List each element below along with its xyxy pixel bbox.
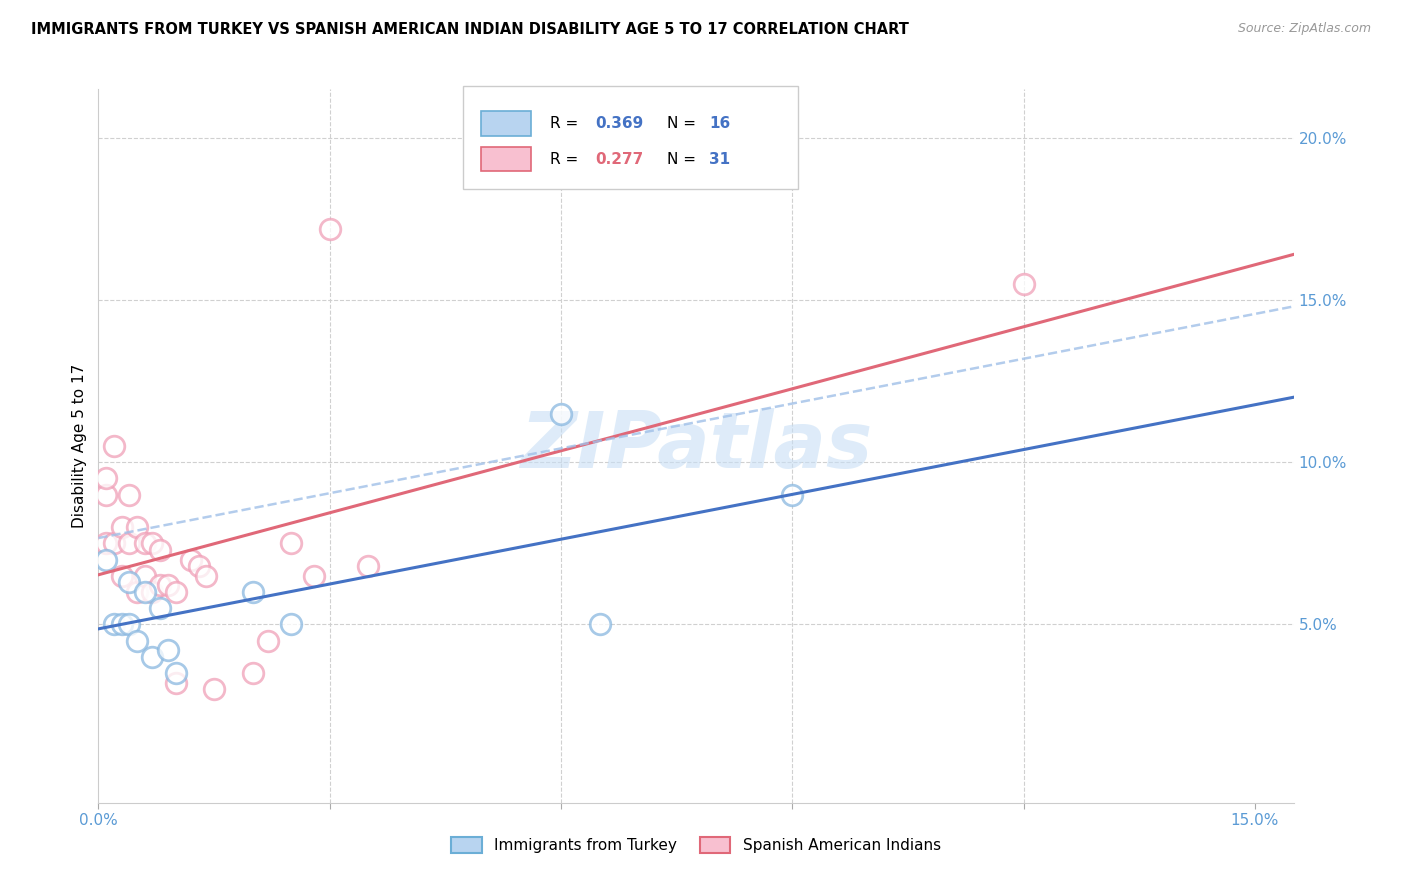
- Point: [141, 536, 163, 550]
- Point: [242, 585, 264, 599]
- Text: 16: 16: [709, 116, 730, 131]
- Text: 0.369: 0.369: [596, 116, 644, 131]
- Point: [357, 559, 380, 574]
- Point: [134, 568, 156, 582]
- Text: 0.277: 0.277: [596, 152, 644, 167]
- Point: [550, 407, 572, 421]
- Text: ZIPatlas: ZIPatlas: [520, 408, 872, 484]
- Text: N =: N =: [668, 152, 702, 167]
- Point: [103, 617, 125, 632]
- Point: [94, 552, 117, 566]
- FancyBboxPatch shape: [463, 86, 797, 189]
- Point: [94, 536, 117, 550]
- Text: 31: 31: [709, 152, 730, 167]
- Point: [110, 568, 132, 582]
- Point: [103, 439, 125, 453]
- Point: [125, 633, 148, 648]
- Legend: Immigrants from Turkey, Spanish American Indians: Immigrants from Turkey, Spanish American…: [446, 831, 946, 859]
- Point: [782, 488, 804, 502]
- Text: IMMIGRANTS FROM TURKEY VS SPANISH AMERICAN INDIAN DISABILITY AGE 5 TO 17 CORRELA: IMMIGRANTS FROM TURKEY VS SPANISH AMERIC…: [31, 22, 908, 37]
- FancyBboxPatch shape: [481, 112, 531, 136]
- Point: [141, 649, 163, 664]
- Point: [180, 552, 202, 566]
- FancyBboxPatch shape: [481, 147, 531, 171]
- Point: [149, 542, 172, 557]
- Point: [141, 585, 163, 599]
- Text: N =: N =: [668, 116, 702, 131]
- Text: R =: R =: [550, 152, 583, 167]
- Point: [125, 585, 148, 599]
- Point: [1012, 277, 1035, 291]
- Point: [110, 520, 132, 534]
- Point: [103, 536, 125, 550]
- Point: [165, 666, 187, 681]
- Point: [156, 578, 179, 592]
- Point: [165, 585, 187, 599]
- Text: Source: ZipAtlas.com: Source: ZipAtlas.com: [1237, 22, 1371, 36]
- Point: [280, 617, 302, 632]
- Point: [319, 221, 342, 235]
- Point: [165, 675, 187, 690]
- Point: [202, 682, 225, 697]
- Point: [149, 601, 172, 615]
- Point: [304, 568, 326, 582]
- Point: [156, 643, 179, 657]
- Point: [195, 568, 218, 582]
- Y-axis label: Disability Age 5 to 17: Disability Age 5 to 17: [72, 364, 87, 528]
- Point: [588, 617, 610, 632]
- Point: [118, 488, 141, 502]
- Point: [94, 488, 117, 502]
- Point: [118, 575, 141, 590]
- Point: [280, 536, 302, 550]
- Point: [118, 536, 141, 550]
- Point: [94, 471, 117, 485]
- Point: [134, 585, 156, 599]
- Point: [118, 617, 141, 632]
- Point: [134, 536, 156, 550]
- Point: [257, 633, 280, 648]
- Point: [242, 666, 264, 681]
- Text: R =: R =: [550, 116, 583, 131]
- Point: [187, 559, 209, 574]
- Point: [149, 578, 172, 592]
- Point: [110, 617, 132, 632]
- Point: [125, 520, 148, 534]
